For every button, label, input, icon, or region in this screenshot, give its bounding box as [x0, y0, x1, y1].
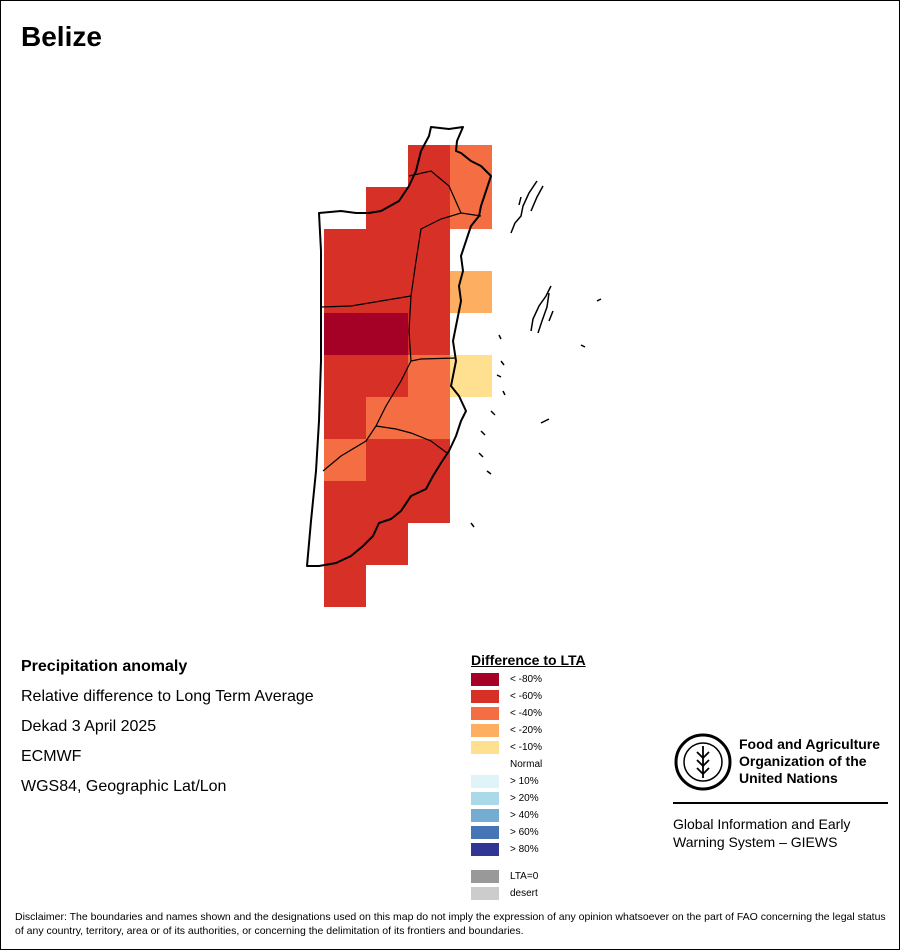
- legend-row: LTA=0: [471, 869, 631, 886]
- legend-title: Difference to LTA: [471, 652, 586, 668]
- grid-cell: [366, 523, 408, 565]
- legend-row: > 40%: [471, 808, 631, 825]
- grid-cell: [408, 397, 450, 439]
- legend-label: > 40%: [510, 810, 539, 821]
- legend-label: > 10%: [510, 776, 539, 787]
- grid-cell: [324, 355, 366, 397]
- grid-cell: [408, 229, 450, 271]
- legend-row: < -80%: [471, 672, 631, 689]
- coastal-islands: [470, 180, 602, 528]
- legend-row: < -40%: [471, 706, 631, 723]
- grid-cell: [324, 481, 366, 523]
- legend-extras: LTA=0 desert: [471, 869, 631, 903]
- legend-swatch: [471, 843, 499, 856]
- grid-cell: [366, 481, 408, 523]
- anomaly-grid: [324, 145, 492, 607]
- grid-cell: [324, 439, 366, 481]
- grid-cell: [324, 229, 366, 271]
- grid-cell: [366, 229, 408, 271]
- info-description: Relative difference to Long Term Average: [21, 688, 314, 705]
- grid-cell: [324, 565, 366, 607]
- legend-label: > 20%: [510, 793, 539, 804]
- legend-swatch: [471, 690, 499, 703]
- info-source: ECMWF: [21, 748, 82, 765]
- grid-cell: [366, 439, 408, 481]
- grid-cell: [324, 313, 366, 355]
- legend-label: > 60%: [510, 827, 539, 838]
- info-heading: Precipitation anomaly: [21, 658, 188, 675]
- legend-row: Normal: [471, 757, 631, 774]
- grid-cell: [408, 187, 450, 229]
- district-boundaries: [320, 170, 482, 472]
- legend-label: < -60%: [510, 691, 542, 702]
- fao-logo-icon: [673, 732, 733, 797]
- info-projection: WGS84, Geographic Lat/Lon: [21, 778, 227, 795]
- country-boundary: [306, 126, 492, 567]
- map-canvas: [306, 126, 602, 607]
- legend-swatch: [471, 724, 499, 737]
- legend-swatch: [471, 826, 499, 839]
- logo-divider: [673, 802, 888, 804]
- legend-row: < -20%: [471, 723, 631, 740]
- grid-cell: [408, 313, 450, 355]
- legend-row: > 60%: [471, 825, 631, 842]
- grid-cell: [408, 481, 450, 523]
- legend-swatch: [471, 870, 499, 883]
- legend-swatch: [471, 707, 499, 720]
- organization-name: Food and Agriculture Organization of the…: [739, 736, 881, 786]
- grid-cell: [408, 355, 450, 397]
- info-period: Dekad 3 April 2025: [21, 718, 157, 735]
- grid-cell: [450, 355, 492, 397]
- legend-swatch: [471, 741, 499, 754]
- legend-swatch: [471, 673, 499, 686]
- map-title: Belize: [21, 21, 102, 52]
- grid-cell: [366, 271, 408, 313]
- legend-swatch: [471, 775, 499, 788]
- legend-label: < -20%: [510, 725, 542, 736]
- map-info: Precipitation anomaly Relative differenc…: [21, 657, 314, 807]
- legend-label: < -80%: [510, 674, 542, 685]
- legend-swatch: [471, 809, 499, 822]
- legend-row: > 80%: [471, 842, 631, 859]
- grid-cell: [366, 355, 408, 397]
- legend-row: > 20%: [471, 791, 631, 808]
- legend-label: Normal: [510, 759, 543, 770]
- disclaimer-text: Disclaimer: The boundaries and names sho…: [15, 911, 886, 937]
- legend-label: LTA=0: [510, 871, 539, 882]
- legend-row: < -10%: [471, 740, 631, 757]
- legend-label: > 80%: [510, 844, 539, 855]
- legend-row: > 10%: [471, 774, 631, 791]
- grid-cell: [408, 145, 450, 187]
- legend-label: < -40%: [510, 708, 542, 719]
- grid-cell: [366, 313, 408, 355]
- grid-cell: [408, 271, 450, 313]
- legend-label: desert: [510, 888, 538, 899]
- legend-row: desert: [471, 886, 631, 903]
- legend-row: < -60%: [471, 689, 631, 706]
- grid-cell: [324, 397, 366, 439]
- giews-label: Global Information and Early Warning Sys…: [673, 816, 851, 850]
- legend-swatch: [471, 887, 499, 900]
- grid-cell: [450, 271, 492, 313]
- legend-swatch: [471, 792, 499, 805]
- legend-label: < -10%: [510, 742, 542, 753]
- legend: Difference to LTA < -80% < -60% < -40% < -2…: [471, 652, 631, 903]
- legend-swatch: [471, 758, 499, 771]
- legend-items: < -80% < -60% < -40% < -20% < -10% Normal > 10…: [471, 672, 631, 859]
